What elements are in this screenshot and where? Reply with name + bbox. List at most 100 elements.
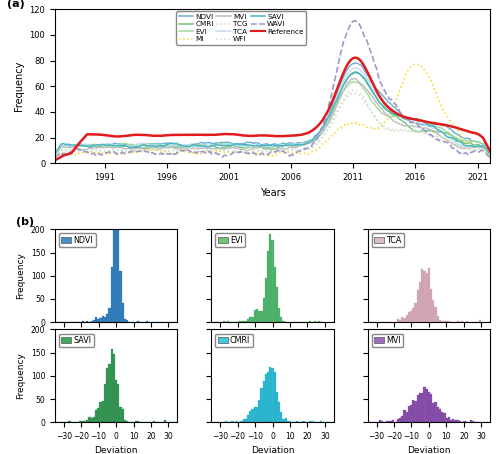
Bar <box>100 318 102 322</box>
Bar <box>392 321 394 322</box>
X-axis label: Deviation: Deviation <box>251 446 294 454</box>
Bar <box>113 354 115 422</box>
Bar <box>264 278 267 322</box>
Bar <box>452 419 454 422</box>
Bar <box>82 421 84 422</box>
Bar <box>90 418 93 422</box>
Bar <box>260 311 262 322</box>
Bar <box>252 316 254 322</box>
Bar <box>124 420 126 422</box>
Bar <box>426 273 428 322</box>
Bar <box>135 421 137 422</box>
Bar <box>412 400 414 422</box>
Bar <box>421 394 424 422</box>
Bar <box>280 412 282 422</box>
Bar <box>399 418 401 422</box>
Bar <box>137 421 140 422</box>
Legend: CMRI: CMRI <box>216 334 252 347</box>
Bar <box>247 319 249 322</box>
Bar <box>424 271 426 322</box>
X-axis label: Years: Years <box>260 188 285 197</box>
Bar <box>97 319 100 322</box>
Bar <box>238 321 240 322</box>
Bar <box>66 321 68 322</box>
Bar <box>115 178 117 322</box>
Bar <box>441 412 444 422</box>
Bar <box>258 311 260 322</box>
Y-axis label: Frequency: Frequency <box>16 252 25 299</box>
Bar <box>384 321 386 322</box>
Text: (a): (a) <box>7 0 25 9</box>
Bar <box>414 303 416 322</box>
Bar <box>318 321 320 322</box>
Bar <box>262 298 264 322</box>
Bar <box>468 321 470 322</box>
Bar <box>256 407 258 422</box>
Bar <box>95 317 97 322</box>
Bar <box>278 308 280 322</box>
Bar <box>419 282 421 322</box>
Text: (b): (b) <box>16 217 34 227</box>
Bar <box>408 406 410 422</box>
Bar <box>260 388 262 422</box>
Bar <box>410 311 412 322</box>
Bar <box>256 309 258 322</box>
Bar <box>432 300 434 322</box>
Bar <box>88 417 90 422</box>
Bar <box>108 364 110 422</box>
Bar <box>472 321 474 322</box>
Bar <box>416 395 419 422</box>
Bar <box>401 317 404 322</box>
Bar <box>410 405 412 422</box>
Bar <box>390 321 392 322</box>
Bar <box>381 421 384 422</box>
Bar <box>434 402 436 422</box>
Bar <box>269 233 272 322</box>
X-axis label: Deviation: Deviation <box>407 446 451 454</box>
Bar <box>242 419 244 422</box>
Bar <box>287 421 289 422</box>
Bar <box>428 268 430 322</box>
Bar <box>421 269 424 322</box>
Bar <box>272 241 274 322</box>
Bar <box>284 418 287 422</box>
Bar <box>399 320 401 322</box>
Bar <box>236 421 238 422</box>
Bar <box>254 407 256 422</box>
Bar <box>309 421 312 422</box>
Bar <box>224 421 227 422</box>
Bar <box>115 380 117 422</box>
Bar <box>316 321 318 322</box>
Bar <box>300 321 302 322</box>
Legend: EVI: EVI <box>216 233 245 247</box>
Bar <box>441 321 444 322</box>
Bar <box>93 320 95 322</box>
Bar <box>289 421 292 422</box>
Bar <box>110 267 113 322</box>
Bar <box>240 321 242 322</box>
Bar <box>148 321 150 322</box>
Bar <box>376 321 379 322</box>
Bar <box>412 308 414 322</box>
Bar <box>95 410 97 422</box>
Bar <box>86 321 88 322</box>
Bar <box>459 421 461 422</box>
Y-axis label: Frequency: Frequency <box>16 352 25 400</box>
Bar <box>444 414 446 422</box>
Bar <box>93 417 95 422</box>
Legend: MVI: MVI <box>372 334 404 347</box>
Bar <box>388 421 390 422</box>
Legend: NDVI, CMRI, EVI, MI, MVI, TCG, TCA, WFI, SAVI, WAVI, Reference: NDVI, CMRI, EVI, MI, MVI, TCG, TCA, WFI,… <box>176 11 306 45</box>
Bar <box>320 421 322 422</box>
Bar <box>464 321 466 322</box>
Bar <box>479 320 481 322</box>
Bar <box>406 412 408 422</box>
Bar <box>396 319 399 322</box>
Bar <box>267 372 269 422</box>
Bar <box>426 389 428 422</box>
Bar <box>84 321 86 322</box>
Bar <box>396 419 399 422</box>
Bar <box>470 420 472 422</box>
Bar <box>120 407 122 422</box>
Bar <box>436 316 439 322</box>
